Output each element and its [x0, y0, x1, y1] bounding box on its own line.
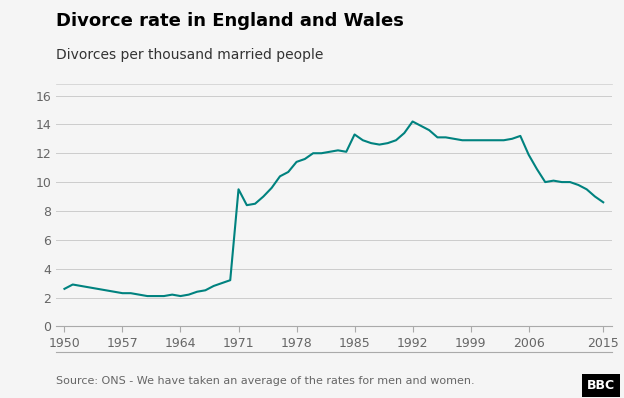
- Text: Source: ONS - We have taken an average of the rates for men and women.: Source: ONS - We have taken an average o…: [56, 376, 475, 386]
- Text: Divorces per thousand married people: Divorces per thousand married people: [56, 48, 323, 62]
- Text: BBC: BBC: [587, 379, 615, 392]
- Text: Divorce rate in England and Wales: Divorce rate in England and Wales: [56, 12, 404, 30]
